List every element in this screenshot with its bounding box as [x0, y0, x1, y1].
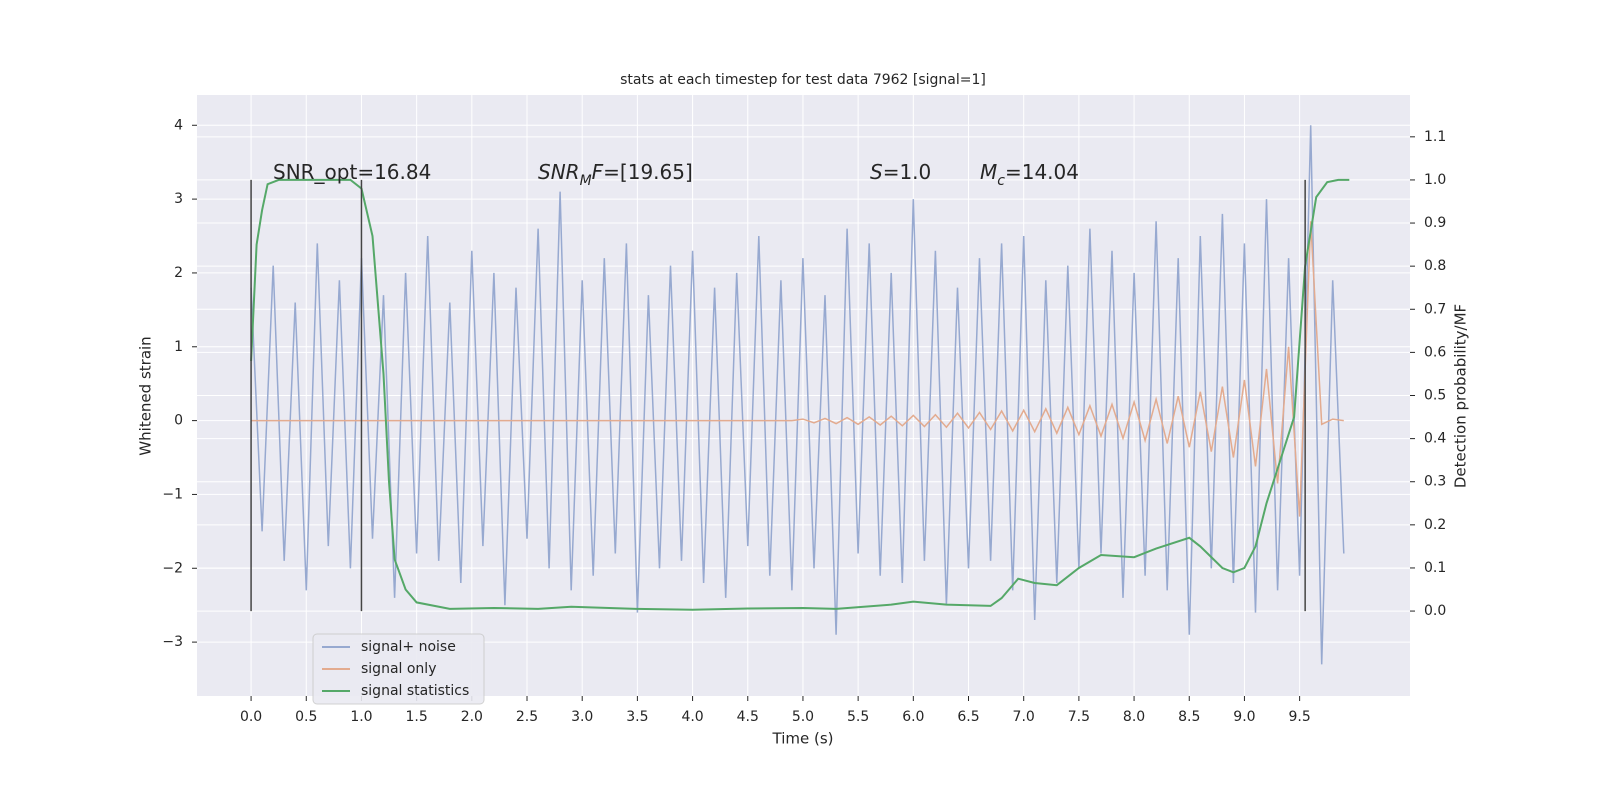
annotation-part: SNR [538, 160, 580, 184]
x-axis-label: Time (s) [772, 730, 834, 748]
y2-tick-label: 1.1 [1424, 129, 1446, 145]
y2-tick-label: 0.5 [1424, 388, 1446, 404]
y-tick-label: 1 [174, 339, 183, 355]
x-tick-label: 6.0 [902, 709, 924, 725]
y2-axis-label: Detection probability/MF [1452, 304, 1470, 488]
annotation: SNR_opt=16.84 [273, 160, 431, 184]
y2-tick-label: 0.8 [1424, 258, 1446, 274]
y2-tick-label: 1.0 [1424, 172, 1446, 188]
legend-label: signal statistics [361, 683, 469, 699]
y-tick-label: −1 [162, 486, 183, 502]
x-tick-label: 4.0 [681, 709, 703, 725]
x-tick-label: 5.0 [792, 709, 814, 725]
y2-tick-label: 0.2 [1424, 517, 1446, 533]
series-line [250, 125, 1345, 665]
x-tick-label: 4.5 [737, 709, 759, 725]
legend-label: signal+ noise [361, 639, 456, 655]
annotation-part: SNR_opt=16.84 [273, 160, 431, 184]
x-tick-label: 3.0 [571, 709, 593, 725]
x-tick-label: 2.5 [516, 709, 538, 725]
y2-tick-label: 0.6 [1424, 344, 1446, 360]
x-tick-label: 0.5 [295, 709, 317, 725]
x-tick-label: 9.0 [1233, 709, 1255, 725]
x-tick-label: 1.0 [350, 709, 372, 725]
annotation-part: =[19.65] [603, 160, 693, 184]
x-tick-label: 9.5 [1288, 709, 1310, 725]
series-line [250, 178, 1350, 611]
annotation-part: =14.04 [1005, 160, 1079, 184]
chart-title: stats at each timestep for test data 796… [620, 72, 986, 88]
x-tick-label: 0.0 [240, 709, 262, 725]
annotation-part: M [980, 160, 997, 184]
y-tick-label: −3 [162, 634, 183, 650]
x-tick-label: 5.5 [847, 709, 869, 725]
x-tick-label: 3.5 [626, 709, 648, 725]
series-line [251, 221, 1344, 517]
annotation: SNRMF=[19.65] [538, 160, 693, 190]
legend-box [312, 633, 485, 705]
annotation-part: M [580, 173, 592, 189]
annotation-part: S [870, 160, 883, 184]
y-tick-label: 2 [174, 265, 183, 281]
y2-tick-label: 0.7 [1424, 301, 1446, 317]
x-tick-label: 2.0 [461, 709, 483, 725]
annotation-part: F [592, 160, 604, 184]
y2-tick-label: 0.1 [1424, 560, 1446, 576]
y2-tick-label: 0.4 [1424, 431, 1446, 447]
x-tick-label: 7.0 [1013, 709, 1035, 725]
y-tick-label: 3 [174, 191, 183, 207]
legend-label: signal only [361, 661, 436, 677]
annotation: Mc=14.04 [980, 160, 1079, 190]
y2-tick-label: 0.0 [1424, 603, 1446, 619]
y2-tick-label: 0.9 [1424, 215, 1446, 231]
y-tick-label: 0 [174, 413, 183, 429]
marks [250, 125, 1350, 665]
y-tick-label: −2 [162, 560, 183, 576]
annotation: S=1.0 [870, 160, 931, 184]
annotation-part: c [997, 173, 1005, 189]
y-tick-label: 4 [174, 117, 183, 133]
x-tick-label: 8.0 [1123, 709, 1145, 725]
y2-tick-label: 0.3 [1424, 474, 1446, 490]
y-axis-label: Whitened strain [137, 336, 155, 455]
x-tick-label: 6.5 [957, 709, 979, 725]
x-tick-label: 7.5 [1068, 709, 1090, 725]
x-tick-label: 8.5 [1178, 709, 1200, 725]
annotation-part: =1.0 [883, 160, 932, 184]
x-tick-label: 1.5 [406, 709, 428, 725]
